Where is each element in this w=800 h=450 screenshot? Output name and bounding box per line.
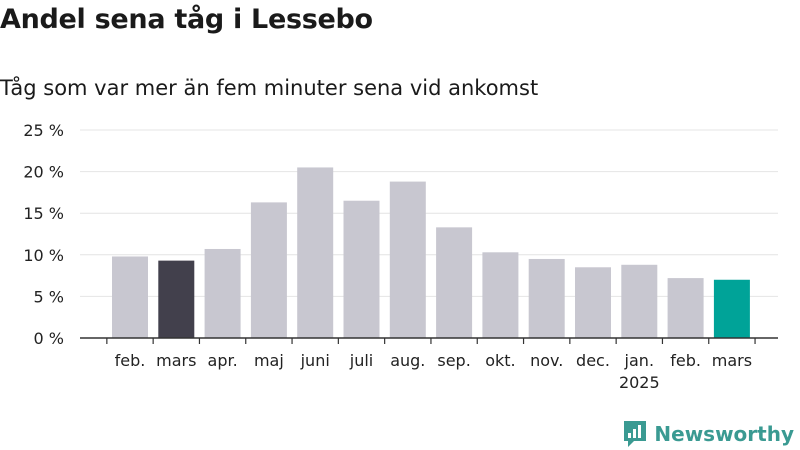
bar-chart: 0 %5 %10 %15 %20 %25 % feb. mars apr. maj ju… xyxy=(23,121,778,392)
bar xyxy=(621,264,658,338)
bar xyxy=(482,252,519,338)
newsworthy-logo-icon xyxy=(624,421,647,447)
x-tick-label: dec. xyxy=(576,351,610,370)
bar xyxy=(112,256,148,338)
x-year-label: 2025 xyxy=(619,373,660,392)
y-tick-label: 15 % xyxy=(23,204,64,223)
bar xyxy=(436,227,473,338)
bar xyxy=(158,260,195,338)
bars xyxy=(112,167,750,338)
brand-logo: Newsworthy xyxy=(622,419,794,449)
x-tick-label: feb. xyxy=(115,351,146,370)
x-tick-label: maj xyxy=(254,351,284,370)
x-tick-label: feb. xyxy=(670,351,701,370)
bar xyxy=(389,181,426,338)
bar xyxy=(575,267,611,338)
y-tick-label: 5 % xyxy=(34,287,64,306)
chart-title: Andel sena tåg i Lessebo xyxy=(0,4,373,35)
bar xyxy=(250,202,287,338)
grid-lines xyxy=(80,129,778,297)
y-axis-ticks: 0 % 5 % 10 % 15 % 20 % 25 % xyxy=(23,121,64,348)
x-tick-label: aug. xyxy=(390,351,425,370)
x-tick-label: okt. xyxy=(485,351,515,370)
y-tick-label: 20 % xyxy=(23,163,64,182)
y-tick-label: 25 % xyxy=(23,121,64,140)
x-tick-label: apr. xyxy=(208,351,238,370)
y-tick-label: 0 % xyxy=(34,329,64,348)
x-tick-label: juni xyxy=(300,351,330,370)
bar xyxy=(528,258,565,338)
x-tick-label: juli xyxy=(349,351,373,370)
x-tick-label: jan. xyxy=(624,351,654,370)
x-tick-label: mars xyxy=(156,351,196,370)
x-axis: feb. mars apr. maj juni juli aug. sep. okt. nov. d… xyxy=(80,337,778,392)
bar xyxy=(667,278,704,338)
bar xyxy=(343,200,380,338)
brand-name: Newsworthy xyxy=(654,422,794,446)
x-tick-label: mars xyxy=(712,351,752,370)
x-tick-label: nov. xyxy=(530,351,563,370)
bar xyxy=(297,167,334,338)
y-tick-label: 10 % xyxy=(23,246,64,265)
x-tick-label: sep. xyxy=(437,351,470,370)
chart-subtitle: Tåg som var mer än fem minuter sena vid … xyxy=(0,76,539,100)
bar xyxy=(713,279,750,338)
bar xyxy=(204,248,241,338)
